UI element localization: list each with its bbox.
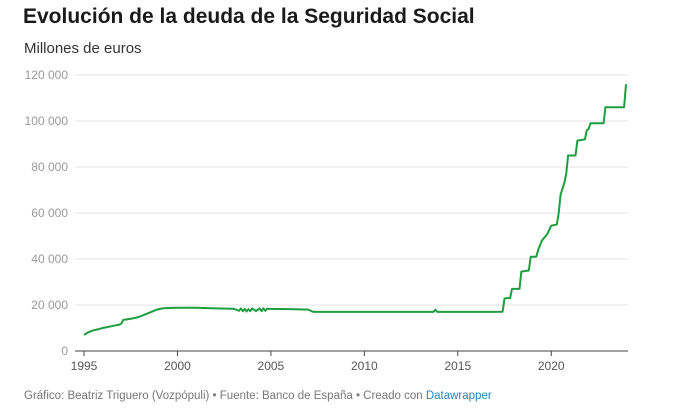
y-tick-label: 100 000 — [25, 114, 69, 128]
y-axis-ticks: 0 20 000 40 000 60 000 80 000 100 000 120 000 — [25, 68, 69, 358]
y-tick-label: 60 000 — [31, 206, 68, 220]
x-tick-label: 1995 — [71, 359, 98, 373]
x-tick-label: 2020 — [538, 359, 565, 373]
x-tick-label: 2010 — [351, 359, 378, 373]
y-tick-label: 0 — [61, 344, 68, 358]
chart-title: Evolución de la deuda de la Seguridad So… — [23, 5, 475, 28]
chart-subtitle: Millones de euros — [24, 40, 142, 57]
y-tick-label: 40 000 — [31, 252, 68, 266]
x-tick-label: 2005 — [258, 359, 285, 373]
y-tick-label: 20 000 — [31, 298, 68, 312]
grid-lines — [75, 74, 628, 352]
series-line-deuda — [83, 84, 627, 336]
datawrapper-link[interactable]: Datawrapper — [425, 390, 492, 402]
chart-footer: Gráfico: Beatriz Triguero (Vozpópuli) • … — [24, 390, 492, 402]
y-tick-label: 80 000 — [31, 160, 68, 174]
y-tick-label: 120 000 — [25, 68, 69, 82]
footer-credits: Gráfico: Beatriz Triguero (Vozpópuli) • … — [24, 390, 426, 402]
x-tick-label: 2015 — [444, 359, 471, 373]
x-tick-label: 2000 — [164, 359, 191, 373]
x-axis: 1995 2000 2005 2010 2015 2020 — [71, 351, 565, 373]
